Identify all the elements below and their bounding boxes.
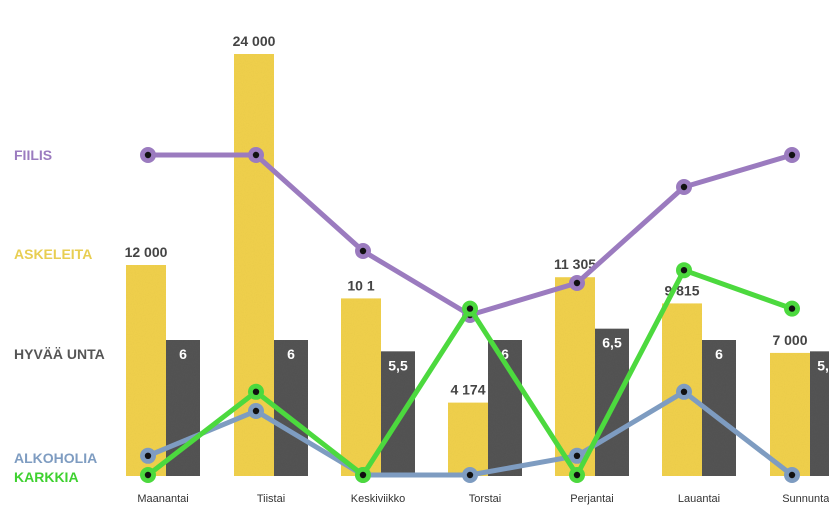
legend-karkkia: KARKKIA	[14, 469, 79, 485]
label-hyvaa-unta-tiistai: 6	[287, 346, 295, 362]
series-alkoholia	[140, 383, 800, 483]
day-label-keskiviikko: Keskiviikko	[351, 493, 405, 505]
bar-hyvaa-unta-sunnuntai	[810, 351, 829, 476]
bar-askeleita-perjantai	[555, 277, 595, 476]
point-dot-karkkia-tiistai	[252, 388, 260, 395]
point-dot-fiilis-sunnuntai	[788, 151, 796, 159]
day-label-perjantai: Perjantai	[570, 493, 613, 505]
bar-hyvaa-unta-maanantai	[166, 340, 200, 476]
label-askeleita-keskiviikko: 10 1	[347, 277, 374, 293]
day-label-maanantai: Maanantai	[137, 493, 188, 505]
point-dot-fiilis-lauantai	[680, 183, 688, 191]
legend-hyvaa-unta: HYVÄÄ UNTA	[14, 346, 105, 362]
point-dot-alkoholia-sunnuntai	[788, 471, 796, 479]
day-label-sunnuntai: Sunnuntai	[782, 493, 829, 505]
point-dot-alkoholia-lauantai	[680, 388, 688, 395]
bar-askeleita-torstai	[448, 402, 488, 476]
label-hyvaa-unta-lauantai: 6	[715, 346, 723, 362]
label-hyvaa-unta-torstai: 6	[501, 346, 509, 362]
legend-fiilis: FIILIS	[14, 147, 52, 163]
label-askeleita-tiistai: 24 000	[233, 33, 276, 49]
point-dot-karkkia-torstai	[466, 305, 474, 312]
legend-askeleita: ASKELEITA	[14, 246, 92, 262]
point-dot-karkkia-perjantai	[573, 471, 581, 479]
bar-askeleita-maanantai	[126, 265, 166, 476]
point-dot-fiilis-perjantai	[573, 279, 581, 287]
lines-group	[140, 147, 800, 483]
label-askeleita-sunnuntai: 7 000	[772, 332, 807, 348]
point-dot-karkkia-keskiviikko	[359, 471, 367, 479]
bar-hyvaa-unta-perjantai	[595, 328, 629, 476]
day-labels-group: Maanantai Tiistai Keskiviikko Torstai Perjan…	[137, 493, 829, 505]
point-dot-alkoholia-perjantai	[573, 452, 581, 459]
legend-alkoholia: ALKOHOLIA	[14, 450, 97, 466]
label-hyvaa-unta-perjantai: 6,5	[602, 335, 622, 351]
day-label-lauantai: Lauantai	[678, 493, 720, 505]
label-askeleita-perjantai: 11 305	[554, 256, 596, 272]
point-dot-karkkia-maanantai	[144, 471, 152, 479]
label-askeleita-torstai: 4 174	[450, 382, 485, 398]
label-hyvaa-unta-keskiviikko: 5,5	[388, 357, 408, 373]
day-label-tiistai: Tiistai	[257, 493, 285, 505]
bar-hyvaa-unta-keskiviikko	[381, 351, 415, 476]
point-dot-alkoholia-torstai	[466, 471, 474, 479]
bar-askeleita-keskiviikko	[341, 298, 381, 476]
point-dot-karkkia-sunnuntai	[788, 305, 796, 312]
legend: ASKELEITA HYVÄÄ UNTA FIILIS ALKOHOLIA KARKKI…	[14, 147, 105, 485]
label-hyvaa-unta-sunnuntai: 5,5	[817, 357, 829, 373]
label-askeleita-maanantai: 12 000	[125, 244, 168, 260]
point-dot-fiilis-keskiviikko	[359, 247, 367, 255]
point-dot-karkkia-lauantai	[680, 267, 688, 274]
point-dot-fiilis-maanantai	[144, 151, 152, 159]
bar-askeleita-sunnuntai	[770, 352, 810, 476]
label-hyvaa-unta-maanantai: 6	[179, 346, 187, 362]
day-label-torstai: Torstai	[469, 493, 501, 505]
point-dot-alkoholia-maanantai	[144, 452, 152, 459]
point-dot-alkoholia-tiistai	[252, 407, 260, 415]
bars-group	[126, 54, 829, 476]
point-dot-fiilis-tiistai	[252, 151, 260, 159]
series-karkkia	[140, 262, 800, 483]
